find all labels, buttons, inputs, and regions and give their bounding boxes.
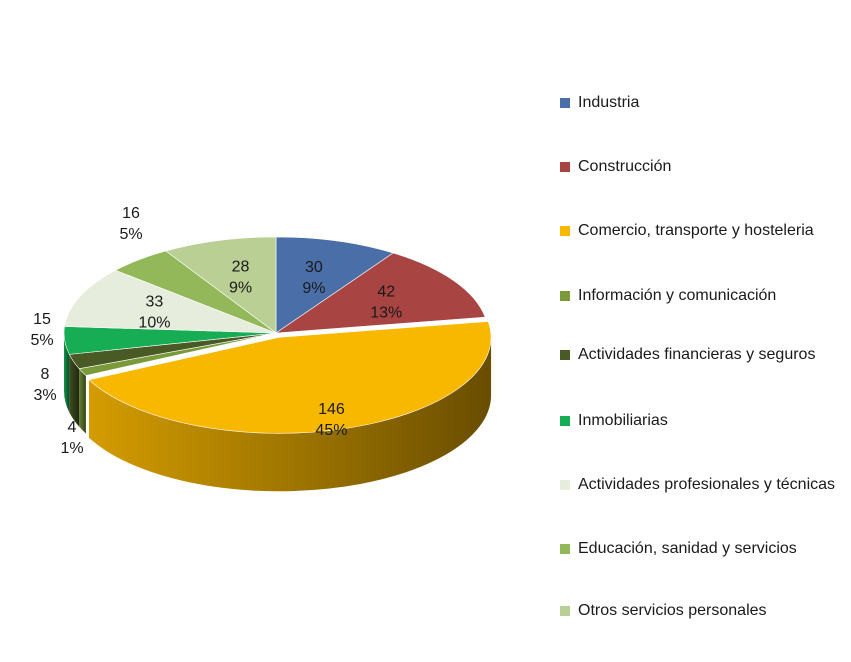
- legend-label: Actividades profesionales y técnicas: [578, 476, 836, 493]
- pie-slice-comercio-transporte-y-hosteleria: [88, 321, 492, 434]
- data-label-value-construccion: 42: [377, 284, 395, 301]
- legend-label: Educación, sanidad y servicios: [578, 540, 797, 557]
- data-label-percent-otros-servicios-personales: 9%: [229, 280, 252, 297]
- legend-label: Inmobiliarias: [578, 412, 668, 429]
- legend-swatch: [560, 226, 570, 236]
- legend-label: Industria: [578, 94, 640, 111]
- data-label-value-actividades-financieras-y-seguros: 8: [41, 366, 50, 383]
- pie-slice-actividades-profesionales-y-tecnicas: [64, 269, 277, 334]
- legend-swatch: [560, 350, 570, 360]
- pie-slice-industria: [275, 236, 394, 334]
- legend-swatch: [560, 544, 570, 554]
- legend-swatch: [560, 416, 570, 426]
- data-label-percent-comercio-transporte-y-hosteleria: 45%: [315, 422, 347, 439]
- legend-swatch: [560, 98, 570, 108]
- data-label-percent-actividades-profesionales-y-tecnicas: 10%: [138, 314, 170, 331]
- legend-label: Comercio, transporte y hosteleria: [578, 222, 814, 239]
- data-label-value-comercio-transporte-y-hosteleria: 146: [318, 401, 345, 418]
- pie-side-comercio-transporte-y-hosteleria: [88, 337, 492, 492]
- legend-label: Construcción: [578, 158, 672, 175]
- data-label-value-inmobiliarias: 15: [33, 311, 51, 328]
- data-label-value-industria: 30: [305, 259, 323, 276]
- data-label-percent-educacion-sanidad-y-servicios: 5%: [119, 226, 142, 243]
- data-label-percent-actividades-financieras-y-seguros: 3%: [33, 387, 56, 404]
- pie-side-informacion-y-comunicacion: [79, 368, 86, 434]
- legend-swatch: [560, 480, 570, 490]
- data-label-value-informacion-y-comunicacion: 4: [68, 419, 77, 436]
- data-label-value-actividades-profesionales-y-tecnicas: 33: [146, 293, 164, 310]
- pie-side-actividades-financieras-y-seguros: [69, 354, 80, 427]
- pie-slice-otros-servicios-personales: [165, 236, 277, 334]
- legend-label: Otros servicios personales: [578, 602, 767, 619]
- pie-slice-construccion: [274, 252, 486, 334]
- legend-swatch: [560, 162, 570, 172]
- legend-label: Actividades financieras y seguros: [578, 346, 816, 363]
- pie-side-inmobiliarias: [64, 333, 70, 413]
- legend-swatch: [560, 291, 570, 301]
- data-label-percent-construccion: 13%: [370, 305, 402, 322]
- legend-label: Información y comunicación: [578, 287, 777, 304]
- data-label-percent-informacion-y-comunicacion: 1%: [60, 440, 83, 457]
- data-label-value-otros-servicios-personales: 28: [232, 259, 250, 276]
- data-label-value-educacion-sanidad-y-servicios: 16: [122, 205, 140, 222]
- legend-swatch: [560, 606, 570, 616]
- data-label-percent-industria: 9%: [302, 280, 325, 297]
- data-label-percent-inmobiliarias: 5%: [30, 332, 53, 349]
